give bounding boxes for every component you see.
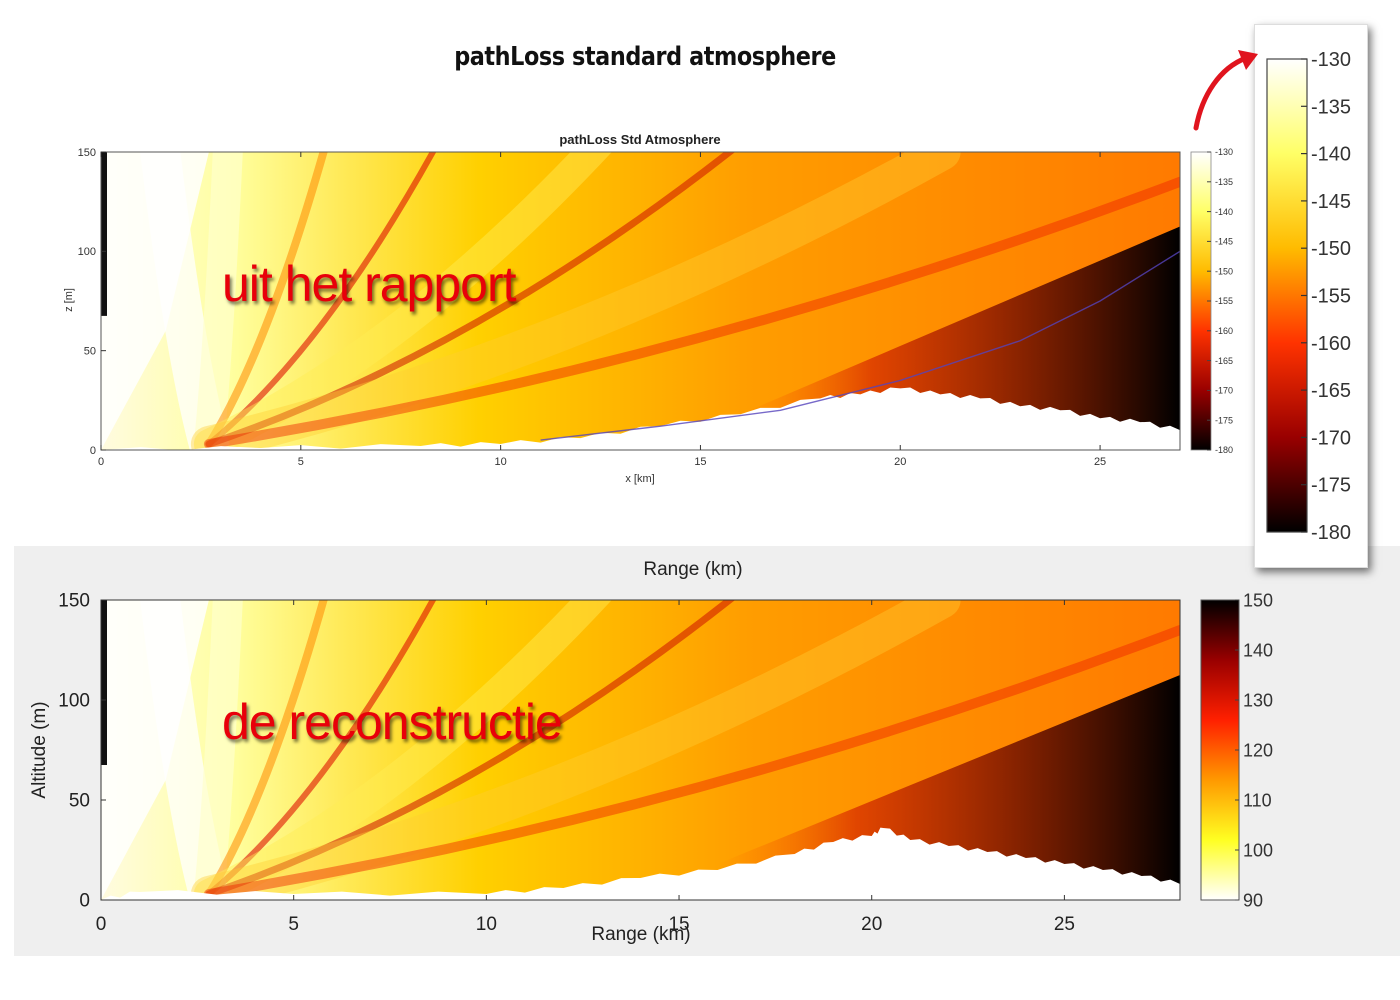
top-terrain — [101, 387, 1180, 450]
top-colorbar-label: -140 — [1215, 207, 1233, 217]
top-chart-title: pathLoss Std Atmosphere — [559, 132, 720, 147]
top-xtick-label: 0 — [98, 456, 104, 468]
bottom-colorbar-label: 110 — [1243, 790, 1272, 810]
zoom-colorbar-label: -175 — [1311, 475, 1351, 497]
bottom-field-lobe — [203, 625, 1180, 899]
zoom-colorbar-label: -155 — [1311, 286, 1351, 308]
bottom-xtick-label: 5 — [288, 914, 299, 935]
bottom-colorbar-label: 140 — [1243, 640, 1273, 660]
bottom-xtick-label: 25 — [1054, 914, 1075, 935]
zoom-colorbar-label: -180 — [1311, 522, 1351, 544]
top-colorbar-label: -165 — [1215, 356, 1233, 366]
bottom-ytick-label: 100 — [58, 691, 90, 712]
bottom-xtick-label: 20 — [861, 914, 882, 935]
top-field-lobe — [204, 152, 328, 449]
zoom-colorbar-label: -165 — [1311, 380, 1351, 402]
top-colorbar-label: -130 — [1215, 147, 1233, 157]
top-source-strip — [101, 152, 107, 316]
top-xtick-label: 15 — [694, 456, 706, 468]
zoom-colorbar-label: -150 — [1311, 238, 1351, 260]
zoom-colorbar-label: -130 — [1311, 49, 1351, 71]
zoom-colorbar-label: -140 — [1311, 144, 1351, 166]
top-field-lobe — [190, 152, 961, 450]
top-heatmap-plot: 0 5 10 15 20 25 0 50 100 150 — [78, 147, 1181, 468]
overlay-label-reconstruction: de reconstructie — [222, 694, 563, 750]
top-field-lobe — [193, 152, 243, 450]
top-colorbar-label: -170 — [1215, 386, 1233, 396]
top-ytick-label: 50 — [84, 346, 96, 358]
bottom-x-axis-label: Range (km) — [591, 924, 690, 945]
bottom-xtick-label: 15 — [668, 914, 689, 935]
top-y-axis-label: z [m] — [63, 288, 75, 312]
bottom-colorbar-label: 120 — [1243, 740, 1273, 760]
bottom-heatmap-plot: 0 5 10 15 20 25 0 50 100 150 — [58, 591, 1181, 935]
bottom-colorbar-label: 100 — [1243, 840, 1273, 860]
zoom-colorbar-label: -135 — [1311, 96, 1351, 118]
top-ytick-label: 100 — [78, 246, 96, 258]
bottom-xtick-label: 0 — [96, 914, 107, 935]
page-title: pathLoss standard atmosphere — [454, 42, 836, 72]
top-colorbar-label: -135 — [1215, 177, 1233, 187]
top-xtick-label: 25 — [1094, 456, 1106, 468]
bottom-field-lobe — [193, 600, 612, 900]
top-field-lobe — [205, 152, 736, 448]
bottom-terrain — [101, 827, 1180, 900]
bottom-colorbar — [1200, 599, 1240, 901]
bottom-source-strip — [101, 600, 107, 765]
bottom-field-lobe — [204, 600, 328, 898]
top-xtick-label: 10 — [495, 456, 507, 468]
top-xtick-label: 20 — [894, 456, 906, 468]
bottom-near-field-white — [101, 600, 209, 900]
bottom-chart-title: Range (km) — [643, 559, 742, 580]
zoom-colorbar-label: -160 — [1311, 333, 1351, 355]
bottom-colorbar-label: 90 — [1243, 890, 1263, 910]
bottom-ytick-label: 0 — [79, 891, 90, 912]
top-ytick-label: 0 — [90, 445, 96, 457]
zoom-colorbar — [1266, 58, 1308, 533]
bottom-y-axis-label: Altitude (m) — [29, 701, 50, 798]
top-colorbar-label: -175 — [1215, 415, 1233, 425]
horizon-line — [540, 250, 1180, 441]
zoom-colorbar-label: -170 — [1311, 427, 1351, 449]
top-field-lobe — [205, 152, 437, 448]
top-colorbar-label: -150 — [1215, 266, 1233, 276]
red-arrow-icon — [1193, 50, 1258, 131]
top-near-field-white — [101, 152, 209, 450]
top-field-lobe — [193, 152, 612, 450]
zoom-colorbar-label: -145 — [1311, 191, 1351, 213]
top-xtick-label: 5 — [298, 456, 304, 468]
bottom-field-lobe — [205, 600, 437, 897]
top-colorbar-label: -160 — [1215, 326, 1233, 336]
colorbar-zoom-callout: -130 -135 -140 -145 -150 -155 -160 -165 -170 -175… — [1254, 24, 1368, 568]
bottom-ytick-label: 150 — [58, 591, 90, 612]
bottom-colorbar-label: 150 — [1243, 590, 1273, 610]
top-colorbar-label: -145 — [1215, 237, 1233, 247]
bottom-field-lobe — [205, 600, 736, 898]
top-x-axis-label: x [km] — [625, 473, 654, 485]
bottom-colorbar-label: 130 — [1243, 690, 1273, 710]
bottom-field-lobe — [190, 600, 961, 900]
overlay-label-report: uit het rapport — [222, 256, 517, 312]
top-colorbar-label: -180 — [1215, 445, 1233, 455]
top-field-lobe — [203, 176, 1180, 450]
top-colorbar-label: -155 — [1215, 296, 1233, 306]
bottom-ytick-label: 50 — [69, 791, 90, 812]
top-ytick-label: 150 — [78, 147, 96, 159]
bottom-xtick-label: 10 — [476, 914, 497, 935]
bottom-field-lobe — [193, 600, 243, 900]
